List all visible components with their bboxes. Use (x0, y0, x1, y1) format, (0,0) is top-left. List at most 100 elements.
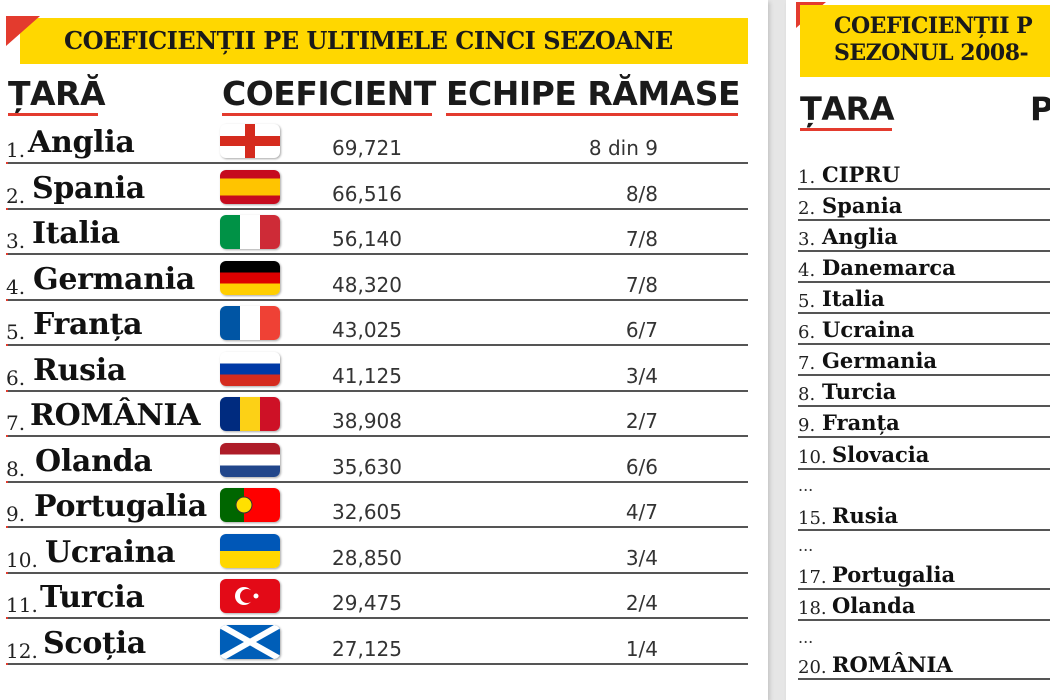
row-rank: 9. (798, 415, 816, 436)
header-teams-remaining: ECHIPE RĂMASE (446, 74, 741, 113)
row-teams-remaining: 6/7 (625, 318, 658, 342)
row-rank: 4. (798, 260, 816, 281)
row-country: ROMÂNIA (30, 398, 201, 433)
row-divider (8, 344, 748, 346)
row-country: ROMÂNIA (832, 652, 953, 677)
row-rank: 5. (798, 291, 816, 312)
row-coefficient: 28,850 (332, 545, 402, 570)
row-country: Olanda (832, 593, 916, 618)
row-country: Spania (32, 170, 145, 206)
row-country: Italia (822, 286, 885, 311)
header-country-underline (800, 128, 892, 131)
row-country: Rusia (33, 352, 126, 388)
row-country: Olanda (35, 443, 153, 479)
table-row: 20. ROMÂNIA (786, 650, 1050, 680)
row-teams-remaining: 6/6 (625, 454, 658, 479)
table-row: 10. Slovacia (786, 440, 1050, 470)
row-coefficient: 69,721 (332, 136, 402, 160)
row-divider (798, 678, 1050, 680)
table-row: 15. Rusia (786, 501, 1050, 531)
row-country: CIPRU (822, 162, 901, 187)
header-coefficient: COEFICIENT (222, 74, 436, 113)
row-coefficient: 41,125 (332, 363, 402, 388)
header-teams-underline (446, 113, 738, 116)
row-divider (798, 312, 1050, 314)
table-row: 8. Olanda 35,630 6/6 (0, 437, 768, 483)
row-divider (798, 250, 1050, 252)
england-flag-icon (220, 124, 280, 158)
banner-line-1: COEFICIENȚII P (834, 13, 1033, 39)
row-coefficient: 56,140 (332, 227, 402, 251)
row-coefficient: 32,605 (332, 500, 402, 524)
row-teams-remaining: 3/4 (625, 545, 658, 570)
row-rank: 5. (6, 320, 26, 344)
ukraine-flag-icon (220, 533, 280, 568)
row-divider (8, 162, 748, 164)
table-row: 6. Rusia 41,125 3/4 (0, 346, 768, 392)
table-row: 7. ROMÂNIA 38,908 2/7 (0, 391, 768, 437)
row-coefficient: 29,475 (332, 591, 402, 615)
row-rank: 18. (798, 598, 827, 619)
row-country: Portugalia (832, 562, 956, 587)
row-country: Slovacia (832, 442, 930, 467)
table-row: 2. Spania 66,516 8/8 (0, 164, 768, 210)
row-rank: 1. (6, 138, 26, 162)
row-divider (798, 436, 1050, 438)
ellipsis-separator: ... (798, 536, 814, 555)
ellipsis-separator: ... (798, 628, 814, 647)
row-divider (798, 619, 1050, 621)
banner-red-corner (6, 16, 40, 46)
header-country: ȚARA (800, 90, 895, 128)
row-divider (798, 468, 1050, 470)
row-country: Franța (822, 410, 900, 435)
banner-line-2: SEZONUL 2008- (834, 40, 1029, 66)
row-rank: 6. (6, 365, 26, 390)
germany-flag-icon (220, 260, 280, 295)
table-row: 1. CIPRU (786, 160, 1050, 190)
banner-title: COEFICIENȚII PE ULTIMELE CINCI SEZOANE (20, 18, 748, 64)
row-country: Franța (33, 307, 143, 342)
table-row: 11. Turcia 29,475 2/4 (0, 573, 768, 619)
table-row: 5. Franța 43,025 6/7 (0, 300, 768, 346)
row-rank: 2. (6, 183, 26, 208)
row-divider (798, 588, 1050, 590)
row-coefficient: 48,320 (332, 272, 402, 297)
row-teams-remaining: 8 din 9 (588, 136, 658, 160)
row-divider (798, 219, 1050, 221)
row-rank: 15. (798, 508, 827, 529)
table-row: 10. Ucraina 28,850 3/4 (0, 528, 768, 574)
row-rank: 11. (6, 593, 38, 617)
header-partial: P (1030, 90, 1050, 128)
row-teams-remaining: 2/4 (625, 591, 658, 615)
scotland-flag-icon (220, 624, 280, 659)
row-country: Ucraina (822, 317, 915, 342)
row-rank: 8. (798, 384, 816, 405)
table-row: 18. Olanda (786, 591, 1050, 621)
row-teams-remaining: 4/7 (625, 500, 658, 524)
row-rank: 3. (798, 229, 816, 250)
row-country: Portugalia (34, 489, 207, 524)
row-country: Anglia (28, 125, 135, 160)
row-country: Germania (822, 348, 938, 373)
table-row: 8. Turcia (786, 377, 1050, 407)
italy-flag-icon (220, 215, 280, 249)
russia-flag-icon (220, 351, 280, 386)
spain-flag-icon (220, 169, 280, 204)
ellipsis-separator: ... (798, 476, 814, 495)
row-country: Turcia (40, 580, 145, 615)
row-divider (798, 281, 1050, 283)
row-divider (8, 389, 748, 392)
table-row: 9. Portugalia 32,605 4/7 (0, 482, 768, 528)
coefficients-season-2008-panel: COEFICIENȚII P SEZONUL 2008- ȚARA P 1. CI… (786, 0, 1050, 700)
row-divider (798, 405, 1050, 407)
table-row: 4. Germania 48,320 7/8 (0, 255, 768, 301)
header-country-underline (8, 113, 98, 116)
netherlands-flag-icon (220, 442, 280, 477)
portugal-flag-icon (220, 488, 280, 522)
table-row: 3. Italia 56,140 7/8 (0, 209, 768, 255)
header-country: ȚARĂ (8, 74, 106, 113)
row-rank: 12. (6, 638, 38, 663)
table-row: 1. Anglia 69,721 8 din 9 (0, 118, 768, 164)
table-row: 12. Scoția 27,125 1/4 (0, 619, 768, 665)
row-coefficient: 35,630 (332, 454, 402, 479)
